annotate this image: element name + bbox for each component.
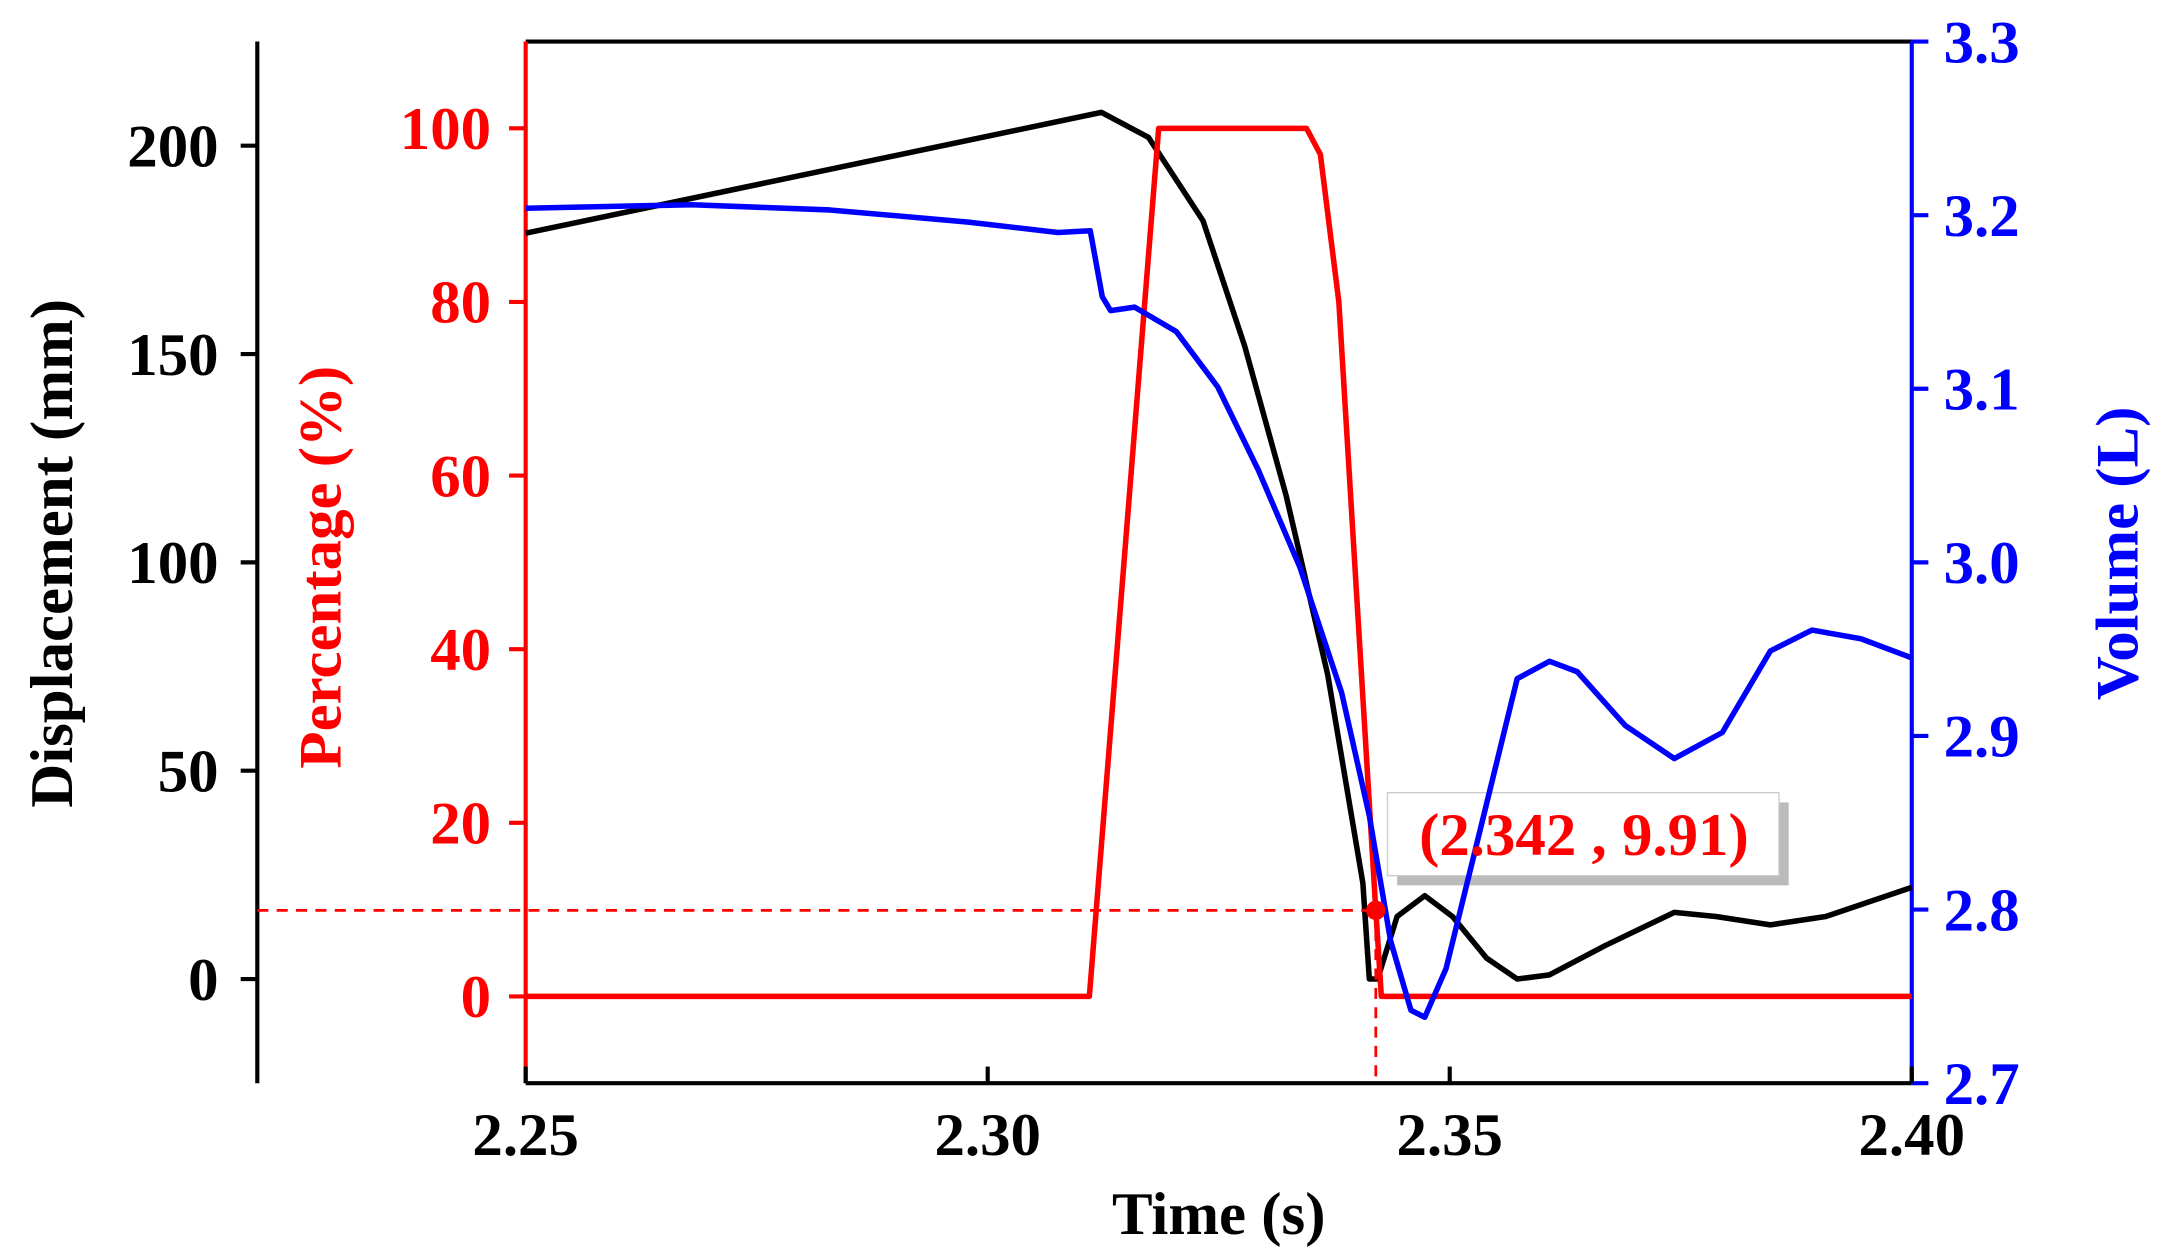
- y2-axis-title: Percentage (%): [287, 366, 354, 769]
- y2-tick-label: 100: [400, 96, 491, 163]
- y3-tick-label: 2.8: [1944, 877, 2020, 944]
- x-tick-label: 2.30: [934, 1102, 1041, 1169]
- y3-tick-label: 3.2: [1944, 183, 2020, 250]
- y2-tick-label: 0: [461, 964, 491, 1031]
- x-tick-label: 2.25: [472, 1102, 579, 1169]
- y3-tick-label: 3.3: [1944, 9, 2020, 76]
- y-axis-title: Displacement (mm): [19, 299, 86, 808]
- y-tick-label: 100: [127, 530, 218, 597]
- y-tick-label: 200: [127, 113, 218, 180]
- annotation-box: [1386, 791, 1780, 877]
- y2-tick-label: 60: [430, 443, 491, 510]
- x-tick-label: 2.40: [1859, 1102, 1966, 1169]
- series-line: [525, 125, 1912, 1000]
- annotation-point: [1366, 900, 1386, 921]
- y3-tick-label: 2.7: [1944, 1051, 2020, 1118]
- y-tick-label: 150: [127, 322, 218, 389]
- y3-tick-label: 3.0: [1944, 530, 2020, 597]
- y-tick-label: 50: [158, 738, 219, 805]
- x-axis-title: Time (s): [1112, 1181, 1326, 1248]
- x-tick-label: 2.35: [1396, 1102, 1503, 1169]
- y3-tick-label: 3.1: [1944, 357, 2020, 424]
- y2-tick-label: 40: [430, 617, 491, 684]
- y2-tick-label: 80: [430, 270, 491, 337]
- y3-tick-label: 2.9: [1944, 704, 2020, 771]
- annotation-label: (2.342 , 9.91): [1419, 802, 1749, 869]
- y-tick-label: 0: [188, 947, 218, 1014]
- series-line: [525, 109, 1913, 982]
- y2-tick-label: 20: [430, 791, 491, 858]
- y3-axis-title: Volume (L): [2084, 407, 2151, 701]
- series-line: [525, 201, 1913, 1020]
